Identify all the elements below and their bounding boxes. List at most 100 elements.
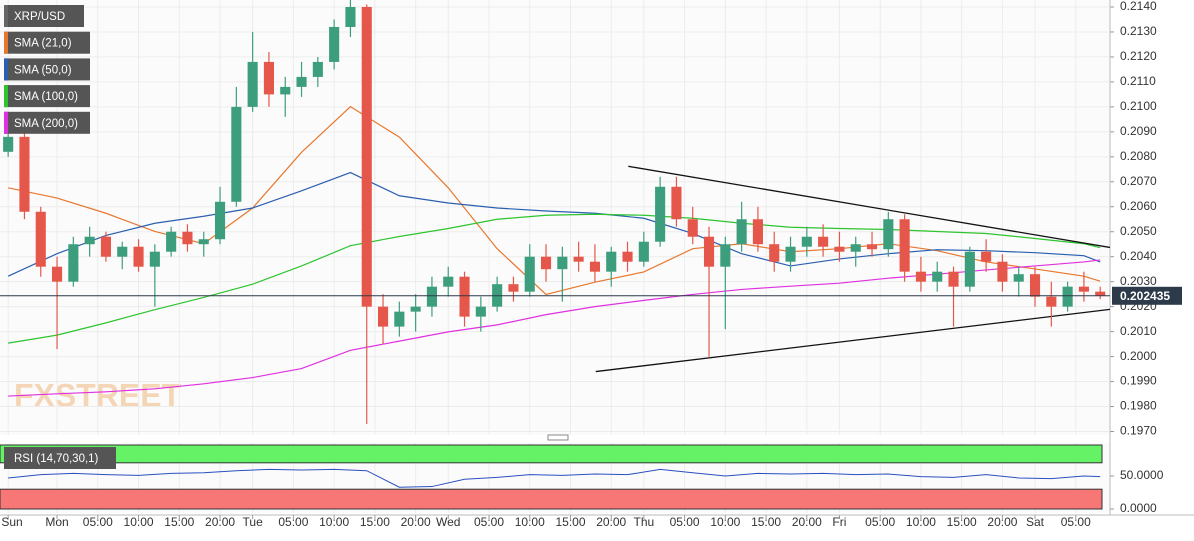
legend-label: SMA (50,0) — [14, 64, 72, 76]
y-tick-label: 0.2030 — [1120, 274, 1157, 288]
plot-area — [0, 0, 1110, 435]
x-tick-label: 05:00 — [1061, 515, 1091, 529]
x-tick-label: 20:00 — [987, 515, 1017, 529]
legend-label: SMA (200,0) — [14, 118, 78, 130]
candle-body — [214, 201, 226, 240]
x-tick-label: Fri — [832, 515, 846, 529]
candle-body — [899, 219, 910, 272]
rsi-legend-box — [4, 447, 116, 469]
candle-body — [524, 256, 535, 292]
y-tick-label: 0.2050 — [1120, 224, 1157, 238]
legend-swatch — [4, 5, 8, 27]
candle-body — [247, 61, 258, 107]
candle-body — [410, 306, 421, 312]
legend-label: SMA (21,0) — [14, 38, 72, 50]
x-tick-label: 05:00 — [865, 515, 895, 529]
candle-body — [818, 236, 829, 247]
y-tick-label: 0.1970 — [1120, 424, 1157, 438]
y-tick-label: 0.2100 — [1120, 99, 1157, 113]
y-tick-label: 0.2070 — [1120, 174, 1157, 188]
legend-swatch — [4, 58, 8, 81]
candle-body — [606, 251, 617, 272]
x-tick-label: 20:00 — [792, 515, 822, 529]
candle-body — [997, 261, 1008, 282]
candle-body — [1013, 274, 1024, 282]
candle-body — [964, 251, 975, 287]
y-tick-label: 0.2110 — [1120, 74, 1156, 88]
candle-body — [1046, 296, 1057, 307]
candle-body — [557, 256, 568, 270]
legend-box — [4, 111, 90, 134]
candle-body — [736, 219, 747, 245]
y-tick-label: 0.2010 — [1120, 324, 1157, 338]
candle-body — [801, 236, 812, 247]
y-tick-label: 0.2040 — [1120, 249, 1157, 263]
x-tick-label: 20:00 — [596, 515, 626, 529]
x-tick-label: 05:00 — [670, 515, 700, 529]
y-tick-label: 0.1980 — [1120, 399, 1157, 413]
candle-body — [834, 246, 845, 252]
candle-body — [655, 186, 666, 242]
candle-body — [394, 311, 405, 327]
x-tick-label: 20:00 — [205, 515, 235, 529]
legend-swatch — [4, 31, 8, 54]
y-tick-label: 0.2130 — [1120, 24, 1157, 38]
candle-body — [345, 6, 356, 27]
candle-body — [19, 136, 30, 212]
y-tick-label: 0.2120 — [1120, 49, 1157, 63]
sma-line — [8, 213, 1101, 344]
x-tick-label: 10:00 — [515, 515, 545, 529]
candle-body — [296, 76, 307, 87]
y-tick-label: 0.2090 — [1120, 124, 1157, 138]
x-tick-label: 15:00 — [360, 515, 390, 529]
candle-body — [850, 244, 861, 252]
candle-body — [932, 271, 943, 282]
legend-swatch — [4, 111, 8, 134]
y-tick-label: 0.2000 — [1120, 349, 1157, 363]
x-tick-label: 20:00 — [401, 515, 431, 529]
candle-body — [622, 251, 633, 262]
candle-body — [263, 61, 274, 95]
candle-body — [1029, 274, 1041, 297]
candle-body — [149, 251, 160, 267]
candle-body — [1078, 286, 1089, 292]
candle-body — [508, 284, 519, 292]
x-tick-label: 05:00 — [83, 515, 113, 529]
candle-body — [231, 106, 242, 202]
candle-body — [133, 246, 144, 267]
candle-body — [182, 231, 193, 245]
legend-box — [4, 5, 84, 27]
candle-body — [720, 244, 731, 267]
y-tick-label: 0.2080 — [1120, 149, 1157, 163]
candle-body — [540, 256, 552, 270]
candle-body — [638, 241, 649, 262]
x-tick-label: Wed — [436, 515, 460, 529]
rsi-line — [8, 468, 1101, 488]
x-tick-label: 15:00 — [164, 515, 194, 529]
legend-swatch — [4, 85, 8, 108]
candle-body — [752, 219, 763, 245]
x-tick-label: 05:00 — [474, 515, 504, 529]
candle-body — [426, 286, 437, 307]
y-tick-label: 0.1990 — [1120, 374, 1157, 388]
x-tick-label: Mon — [45, 515, 68, 529]
last-price-box — [1112, 286, 1182, 305]
plot-layer — [0, 0, 1110, 435]
legend-label: SMA (100,0) — [14, 91, 78, 103]
candle-body — [948, 271, 959, 287]
sma-line — [8, 259, 1101, 397]
trendline — [595, 308, 1110, 373]
candle-body — [573, 256, 584, 262]
x-tick-label: 15:00 — [555, 515, 585, 529]
candle-body — [866, 244, 878, 250]
x-tick-label: Sun — [1, 515, 22, 529]
x-tick-label: 15:00 — [751, 515, 781, 529]
rsi-oversold-zone — [0, 488, 1103, 510]
last-price-label: 0.202435 — [1120, 289, 1170, 303]
candle-body — [443, 276, 454, 287]
x-tick-label: 10:00 — [710, 515, 740, 529]
candle-body — [3, 136, 14, 152]
panel-handle[interactable] — [547, 434, 569, 441]
candle-body — [51, 266, 63, 282]
x-tick-label: 10:00 — [906, 515, 936, 529]
